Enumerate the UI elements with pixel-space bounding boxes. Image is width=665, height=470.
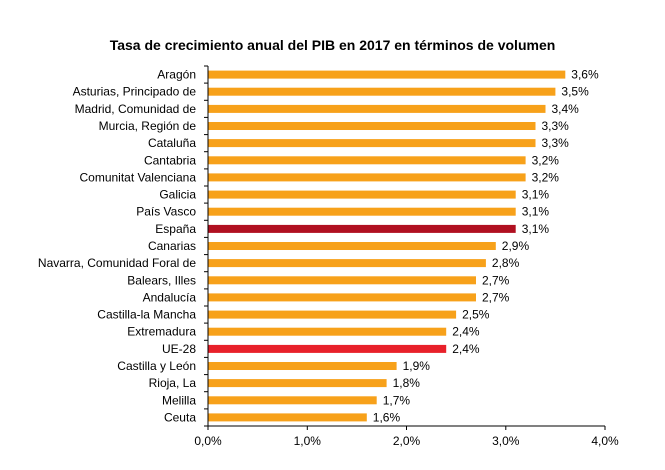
- bar-17: [208, 362, 397, 370]
- data-label: 3,3%: [542, 119, 570, 133]
- category-label: Castilla y León: [117, 359, 196, 373]
- category-label: España: [155, 222, 196, 236]
- category-label: Castilla-la Mancha: [97, 308, 196, 322]
- bar-9: [208, 224, 516, 233]
- data-label: 2,8%: [492, 256, 520, 270]
- bar-14: [208, 310, 457, 319]
- category-label: Rioja, La: [149, 376, 197, 390]
- bar-15: [208, 327, 447, 336]
- bar-10: [208, 242, 496, 250]
- data-label: 2,4%: [452, 325, 480, 339]
- data-label: 2,7%: [482, 290, 510, 304]
- data-label: 3,1%: [522, 205, 550, 219]
- x-tick-label: 2,0%: [393, 434, 421, 448]
- bar-20: [208, 413, 367, 422]
- bar-5: [208, 156, 526, 165]
- data-label: 3,1%: [522, 188, 550, 202]
- category-label: Cantabria: [144, 153, 196, 167]
- bar-8: [208, 207, 516, 216]
- bar-11: [208, 259, 486, 268]
- bar-12: [208, 276, 476, 285]
- data-label: 2,5%: [462, 308, 490, 322]
- bar-13: [208, 293, 476, 302]
- data-label: 1,9%: [403, 359, 431, 373]
- category-label: Melilla: [162, 393, 196, 407]
- data-label: 3,1%: [522, 222, 550, 236]
- data-label: 2,7%: [482, 273, 510, 287]
- category-label: Andalucía: [143, 290, 197, 304]
- bar-6: [208, 173, 526, 182]
- category-label: Galicia: [159, 188, 196, 202]
- category-label: UE-28: [162, 342, 196, 356]
- data-label: 3,2%: [532, 153, 560, 167]
- x-tick-label: 3,0%: [492, 434, 520, 448]
- category-label: Aragón: [157, 68, 196, 82]
- data-label: 3,6%: [571, 68, 599, 82]
- data-label: 3,3%: [542, 136, 570, 150]
- category-label: País Vasco: [136, 205, 196, 219]
- category-label: Cataluña: [148, 136, 196, 150]
- bar-4: [208, 139, 536, 148]
- data-label: 1,7%: [383, 393, 411, 407]
- category-label: Asturias, Principado de: [73, 85, 197, 99]
- x-tick-label: 0,0%: [194, 434, 222, 448]
- bar-3: [208, 122, 536, 130]
- data-label: 3,5%: [561, 85, 589, 99]
- bar-19: [208, 396, 377, 405]
- data-label: 2,4%: [452, 342, 480, 356]
- bar-7: [208, 190, 516, 199]
- category-label: Ceuta: [164, 410, 196, 424]
- bar-18: [208, 379, 387, 388]
- category-label: Canarias: [148, 239, 196, 253]
- data-label: 3,4%: [552, 102, 580, 116]
- x-tick-label: 1,0%: [294, 434, 322, 448]
- category-label: Navarra, Comunidad Foral de: [38, 256, 196, 270]
- data-label: 1,6%: [373, 410, 401, 424]
- category-label: Comunitat Valenciana: [79, 170, 196, 184]
- data-label: 3,2%: [532, 170, 560, 184]
- bar-0: [208, 70, 566, 79]
- category-label: Balears, Illes: [127, 273, 196, 287]
- chart-title: Tasa de crecimiento anual del PIB en 201…: [109, 37, 556, 53]
- bar-16: [208, 344, 447, 353]
- data-label: 2,9%: [502, 239, 530, 253]
- data-label: 1,8%: [393, 376, 421, 390]
- category-label: Murcia, Región de: [99, 119, 197, 133]
- x-tick-label: 4,0%: [591, 434, 619, 448]
- category-label: Madrid, Comunidad de: [75, 102, 197, 116]
- bar-2: [208, 104, 546, 113]
- bar-1: [208, 87, 556, 96]
- category-label: Extremadura: [127, 325, 196, 339]
